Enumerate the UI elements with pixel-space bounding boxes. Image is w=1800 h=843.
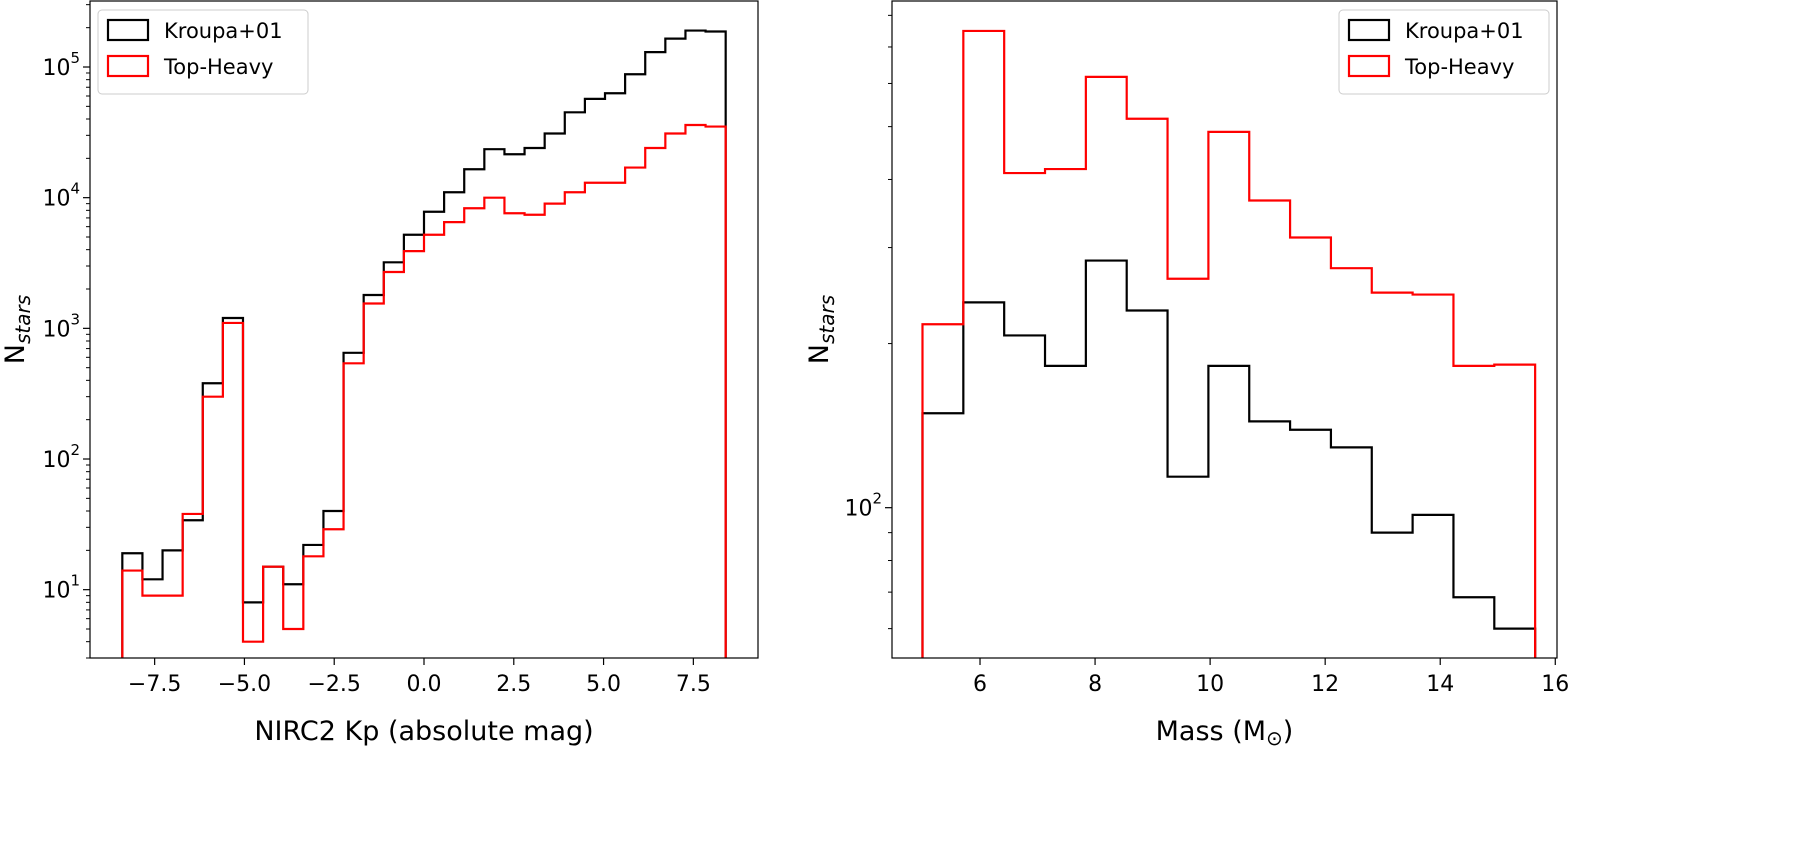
y-tick-label: 105 bbox=[42, 49, 80, 81]
x-tick-label: 5.0 bbox=[586, 672, 621, 697]
axes-frame bbox=[89, 0, 759, 659]
x-tick-label: −7.5 bbox=[128, 672, 181, 697]
y-axis-label: Nstars bbox=[804, 295, 839, 364]
series-top-heavy bbox=[121, 123, 727, 658]
y-tick-label: 102 bbox=[42, 441, 80, 473]
y-tick-label: 103 bbox=[42, 310, 80, 342]
legend-label: Kroupa+01 bbox=[1405, 19, 1524, 43]
x-tick-label: 8 bbox=[1088, 672, 1102, 697]
y-tick-label: 101 bbox=[42, 572, 80, 604]
y-tick-base: 10 bbox=[42, 56, 70, 81]
x-tick-label: −5.0 bbox=[218, 672, 271, 697]
x-label-symbol: ⊙ bbox=[1266, 726, 1283, 750]
y-tick-exponent: 4 bbox=[70, 180, 80, 198]
legend: Kroupa+01 Top-Heavy bbox=[1338, 9, 1550, 95]
y-tick-base: 10 bbox=[844, 497, 872, 522]
legend-swatch bbox=[1347, 18, 1391, 42]
legend: Kroupa+01 Top-Heavy bbox=[97, 9, 309, 95]
legend-swatch bbox=[1347, 54, 1391, 78]
step-line bbox=[921, 259, 1537, 658]
x-tick-label: 14 bbox=[1426, 672, 1454, 697]
y-axis-label: Nstars bbox=[0, 295, 35, 364]
y-tick-exponent: 5 bbox=[70, 49, 80, 67]
legend-swatch bbox=[106, 18, 150, 42]
y-tick-base: 10 bbox=[42, 448, 70, 473]
y-tick-base: 10 bbox=[42, 579, 70, 604]
x-label-text: Mass (M bbox=[1156, 716, 1266, 747]
x-tick-label: 0.0 bbox=[407, 672, 442, 697]
x-tick-label: 16 bbox=[1541, 672, 1569, 697]
y-label-sub: stars bbox=[11, 295, 35, 344]
legend-frame bbox=[97, 9, 309, 95]
x-tick-label: −2.5 bbox=[308, 672, 361, 697]
y-label-main: N bbox=[804, 344, 835, 364]
y-tick-exponent: 3 bbox=[70, 310, 80, 328]
step-line bbox=[921, 29, 1537, 658]
y-label-sub: stars bbox=[815, 295, 839, 344]
y-tick-label: 104 bbox=[42, 180, 80, 212]
x-tick-label: 12 bbox=[1311, 672, 1339, 697]
x-tick-label: 10 bbox=[1196, 672, 1224, 697]
y-tick-exponent: 2 bbox=[872, 490, 882, 508]
series-kroupa-01 bbox=[921, 259, 1537, 658]
x-axis-label: NIRC2 Kp (absolute mag) bbox=[254, 716, 593, 747]
x-label-text: NIRC2 Kp (absolute mag) bbox=[254, 716, 593, 747]
y-tick-exponent: 1 bbox=[70, 572, 80, 590]
y-tick-exponent: 2 bbox=[70, 441, 80, 459]
y-label-main: N bbox=[0, 344, 31, 364]
legend-swatch bbox=[106, 54, 150, 78]
legend-label: Top-Heavy bbox=[1404, 55, 1514, 79]
x-tick-label: 7.5 bbox=[676, 672, 711, 697]
subplot-1: −7.5 −5.0 −2.5 0.0 2.5 5.0 7.5101102103104105N… bbox=[0, 0, 759, 747]
legend-label: Kroupa+01 bbox=[164, 19, 283, 43]
y-tick-label: 102 bbox=[844, 490, 882, 522]
x-tick-label: 6 bbox=[973, 672, 987, 697]
series-kroupa-01 bbox=[121, 29, 727, 658]
legend-label: Top-Heavy bbox=[163, 55, 273, 79]
axes-frame bbox=[891, 0, 1558, 659]
series-top-heavy bbox=[921, 29, 1537, 658]
x-label-end: ) bbox=[1283, 716, 1294, 747]
y-tick-base: 10 bbox=[42, 187, 70, 212]
y-tick-base: 10 bbox=[42, 317, 70, 342]
step-line bbox=[121, 29, 727, 658]
x-tick-label: 2.5 bbox=[496, 672, 531, 697]
step-line bbox=[121, 123, 727, 658]
x-axis-label: Mass (M⊙) bbox=[1156, 716, 1294, 750]
legend-frame bbox=[1338, 9, 1550, 95]
